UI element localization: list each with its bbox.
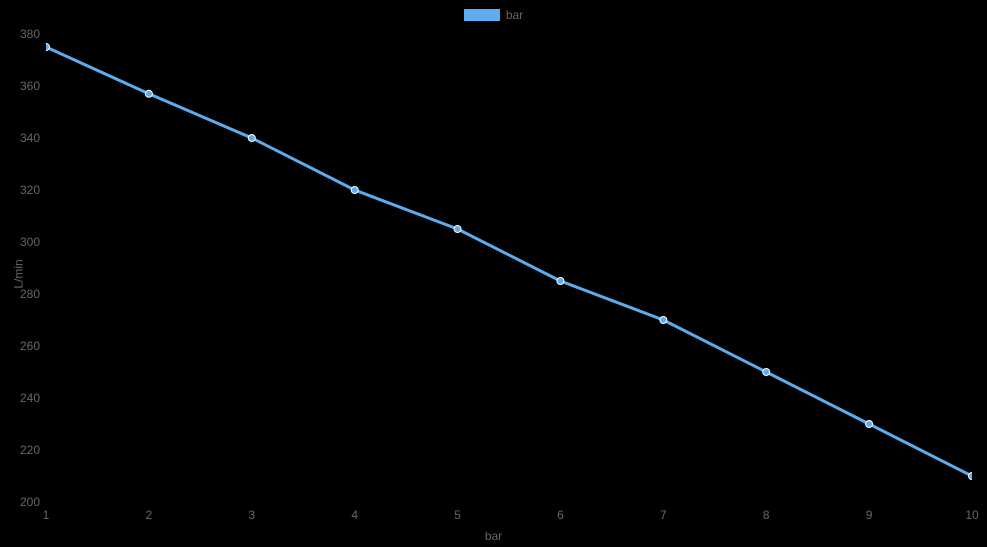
legend-swatch: [464, 9, 500, 21]
y-tick-label: 300: [20, 235, 46, 249]
x-tick-label: 7: [660, 502, 667, 522]
y-axis-title: L/min: [12, 259, 26, 288]
plot-area: 2002202402602803003203403603801234567891…: [46, 34, 972, 502]
series-line: [46, 47, 972, 476]
data-point: [660, 317, 667, 324]
y-tick-label: 320: [20, 183, 46, 197]
y-tick-label: 360: [20, 79, 46, 93]
data-point: [351, 187, 358, 194]
y-tick-label: 220: [20, 443, 46, 457]
legend: bar: [0, 8, 987, 22]
x-tick-label: 8: [763, 502, 770, 522]
x-tick-label: 3: [248, 502, 255, 522]
data-point: [969, 473, 973, 480]
x-axis-title: bar: [0, 529, 987, 543]
data-point: [866, 421, 873, 428]
line-chart: bar L/min bar 20022024026028030032034036…: [0, 0, 987, 547]
data-point: [454, 226, 461, 233]
y-tick-label: 240: [20, 391, 46, 405]
legend-label: bar: [506, 8, 523, 22]
y-tick-label: 380: [20, 27, 46, 41]
data-point: [763, 369, 770, 376]
data-point: [145, 90, 152, 97]
y-tick-label: 280: [20, 287, 46, 301]
x-tick-label: 10: [965, 502, 978, 522]
x-tick-label: 5: [454, 502, 461, 522]
y-tick-label: 340: [20, 131, 46, 145]
x-tick-label: 4: [351, 502, 358, 522]
x-tick-label: 1: [43, 502, 50, 522]
x-tick-label: 2: [146, 502, 153, 522]
y-tick-label: 260: [20, 339, 46, 353]
x-tick-label: 6: [557, 502, 564, 522]
x-tick-label: 9: [866, 502, 873, 522]
data-point: [248, 135, 255, 142]
plot-svg: [46, 34, 972, 502]
data-point: [46, 44, 50, 51]
data-point: [557, 278, 564, 285]
